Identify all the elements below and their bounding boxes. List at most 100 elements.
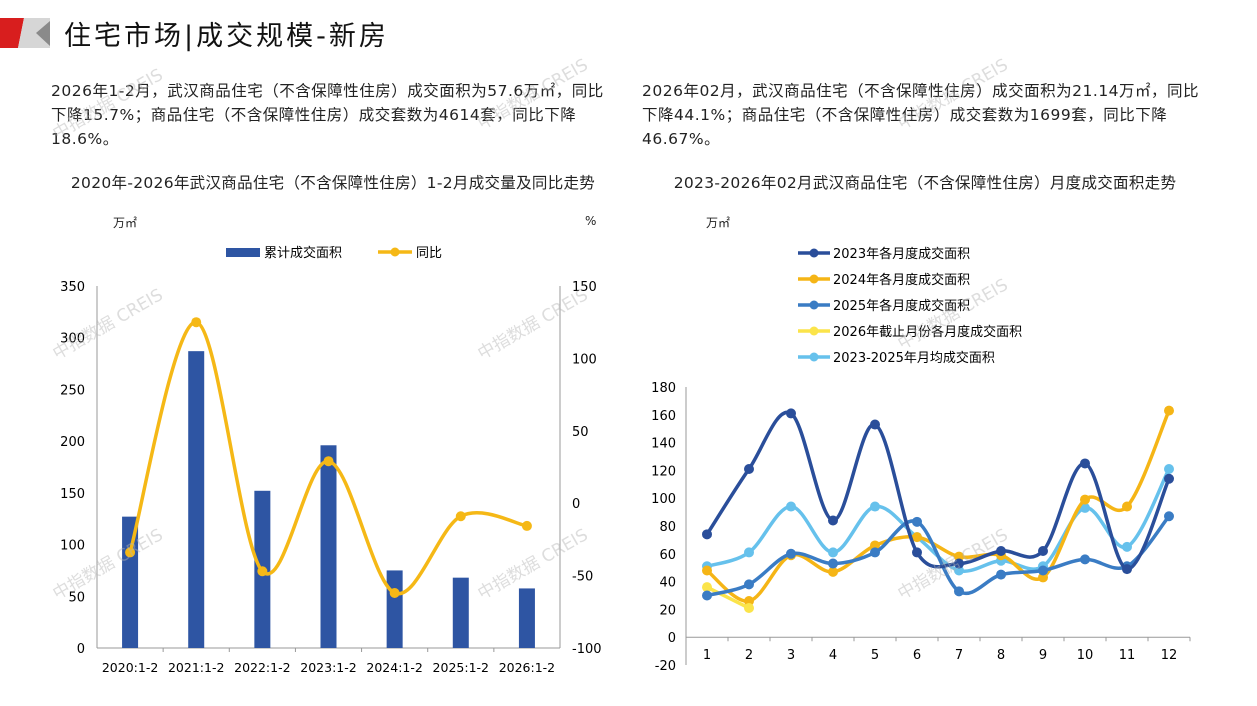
line-point (323, 456, 334, 467)
legend-marker (809, 352, 819, 362)
y-tick-label: 350 (60, 280, 85, 295)
y-tick-label: 0 (668, 631, 676, 646)
x-tick-label: 2024:1-2 (366, 660, 422, 675)
y2-tick-label: -100 (572, 642, 602, 657)
series-point (870, 540, 880, 551)
legend-label: 2023年各月度成交面积 (833, 246, 970, 262)
legend-marker (390, 247, 400, 257)
y2-tick-label: 50 (572, 425, 589, 440)
series-point (828, 547, 838, 558)
series-point (1164, 405, 1174, 416)
series-point (1080, 554, 1090, 565)
y2-tick-label: 100 (572, 352, 597, 367)
legend-swatch-bar (226, 248, 260, 257)
series-point (744, 603, 754, 614)
series-point (744, 579, 754, 590)
x-tick-label: 12 (1161, 648, 1178, 663)
series-point (1038, 572, 1048, 583)
y-tick-label: 250 (60, 383, 85, 398)
y2-tick-label: 150 (572, 280, 597, 295)
series-point (786, 501, 796, 512)
x-tick-label: 8 (997, 648, 1005, 663)
x-tick-label: 2022:1-2 (234, 660, 290, 675)
series-point (786, 548, 796, 559)
bar (188, 351, 205, 648)
y-tick-label: 60 (659, 548, 676, 563)
series-point (1038, 565, 1048, 576)
bar (386, 570, 403, 648)
series-point (912, 547, 922, 558)
legend-label: 2026年截止月份各月度成交面积 (833, 324, 1022, 340)
series-point (912, 516, 922, 527)
y-tick-label: 100 (651, 492, 676, 507)
bar (320, 445, 337, 648)
series-point (1080, 494, 1090, 505)
line-point (455, 511, 466, 522)
legend-marker (809, 300, 819, 310)
legend-label: 2024年各月度成交面积 (833, 272, 970, 288)
y-tick-label: 200 (60, 435, 85, 450)
left-chart: 0 50 100 150 200 250 300 350 -100 -50 0 50 100 150 202… (60, 245, 602, 675)
line-point (191, 317, 202, 328)
y-tick-label: 180 (651, 381, 676, 396)
y-tick-label: 100 (60, 539, 85, 554)
series-point (702, 590, 712, 601)
series-point (954, 586, 964, 597)
legend-marker (809, 326, 819, 336)
y-tick-label: 120 (651, 464, 676, 479)
y-tick-label: 0 (77, 642, 85, 657)
series-line (705, 409, 1171, 603)
series-point (828, 558, 838, 569)
legend-marker (809, 274, 819, 284)
x-tick-label: 2 (745, 648, 753, 663)
right-summary: 2026年02月，武汉商品住宅（不含保障性住房）成交面积为21.14万㎡，同比下… (642, 82, 1200, 148)
x-tick-label: 2026:1-2 (499, 660, 555, 675)
x-tick-label: 2023:1-2 (300, 660, 356, 675)
series-point (870, 501, 880, 512)
series-point (996, 546, 1006, 557)
series-point (1122, 564, 1132, 575)
y2-tick-label: -50 (572, 570, 593, 585)
page-title: 住宅市场|成交规模-新房 (64, 21, 389, 52)
series-point (954, 558, 964, 569)
x-tick-label: 2025:1-2 (433, 660, 489, 675)
series-point (702, 565, 712, 576)
series-point (828, 566, 838, 577)
x-tick-label: 6 (913, 648, 921, 663)
y-tick-label: 300 (60, 332, 85, 347)
series-point (1164, 464, 1174, 475)
left-summary: 2026年1-2月，武汉商品住宅（不含保障性住房）成交面积为57.6万㎡，同比下… (51, 82, 604, 148)
bar (518, 588, 535, 648)
series-point (744, 464, 754, 475)
y-tick-label: 20 (659, 603, 676, 618)
series-point (870, 419, 880, 430)
x-tick-label: 2021:1-2 (168, 660, 224, 675)
series-point (786, 408, 796, 419)
y-tick-label: 40 (659, 576, 676, 591)
bar (452, 577, 469, 648)
brand-logo (0, 18, 50, 48)
line-yoy (128, 320, 528, 596)
x-tick-label: 3 (787, 648, 795, 663)
x-tick-label: 4 (829, 648, 837, 663)
series-line (706, 515, 1171, 598)
x-tick-label: 9 (1039, 648, 1047, 663)
y-tick-label: 80 (659, 520, 676, 535)
right-y-unit: 万㎡ (706, 216, 731, 230)
y-tick-label: 140 (651, 437, 676, 452)
series-point (1122, 501, 1132, 512)
right-chart-title: 2023-2026年02月武汉商品住宅（不含保障性住房）月度成交面积走势 (673, 174, 1177, 192)
left-y-unit: 万㎡ (113, 216, 138, 230)
series-point (1122, 541, 1132, 552)
series-point (1038, 546, 1048, 557)
x-tick-label: 10 (1077, 648, 1094, 663)
x-tick-label: 11 (1119, 648, 1136, 663)
y-tick-label: 150 (60, 487, 85, 502)
left-chart-title: 2020年-2026年武汉商品住宅（不含保障性住房）1-2月成交量及同比走势 (70, 174, 596, 192)
line-point (257, 566, 268, 577)
y-tick-label: 160 (651, 409, 676, 424)
legend-label: 2023-2025年月均成交面积 (833, 350, 995, 366)
line-point (521, 520, 532, 531)
series-point (1164, 473, 1174, 484)
series-point (828, 515, 838, 526)
